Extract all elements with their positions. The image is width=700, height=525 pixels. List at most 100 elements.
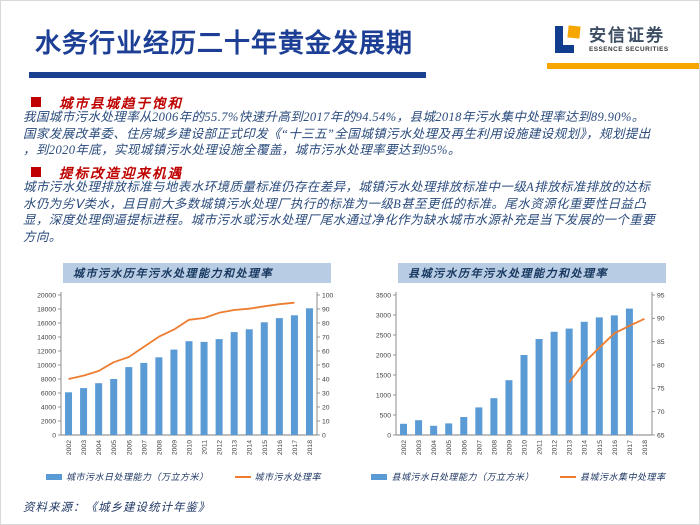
x-axis-label: 2004 bbox=[431, 440, 438, 455]
essence-securities-logo-icon bbox=[555, 25, 581, 53]
left-axis-label: 1000 bbox=[376, 392, 391, 399]
city-chart-legend: 城市污水日处理能力（万立方米） 城市污水处理率 bbox=[21, 470, 346, 483]
right-axis-label: 60 bbox=[322, 348, 330, 355]
bar bbox=[505, 380, 513, 435]
bar bbox=[125, 367, 133, 435]
trend-line bbox=[68, 301, 295, 380]
x-axis-label: 2018 bbox=[642, 440, 649, 455]
right-axis-label: 50 bbox=[322, 362, 330, 369]
left-axis-label: 12000 bbox=[37, 348, 56, 355]
x-axis-label: 2012 bbox=[217, 440, 224, 455]
left-axis-label: 500 bbox=[380, 412, 392, 419]
bar bbox=[625, 308, 633, 435]
bar bbox=[400, 423, 408, 435]
county-chart-plot: 0 500 1000 1500 2000 2500 3000 3500 65 70 75 80 85 90… bbox=[376, 292, 665, 455]
bar bbox=[215, 339, 223, 435]
left-axis-label: 8000 bbox=[41, 376, 56, 383]
left-axis-label: 2500 bbox=[376, 332, 391, 339]
x-axis-label: 2015 bbox=[262, 440, 269, 455]
right-axis-label: 80 bbox=[322, 320, 330, 327]
bar bbox=[610, 315, 618, 435]
legend-bar-swatch-icon bbox=[371, 473, 388, 480]
company-logo: 安信证券 ESSENCE SECURITIES bbox=[553, 25, 669, 55]
logo-underline-bar bbox=[547, 63, 699, 69]
city-chart-panel: 城市污水历年污水处理能力和处理率 0 2000 4000 6000 8000 10000 1… bbox=[21, 263, 346, 483]
logo-text: 安信证券 ESSENCE SECURITIES bbox=[589, 27, 669, 53]
right-axis-label: 70 bbox=[657, 409, 665, 416]
left-axis-label: 1500 bbox=[376, 372, 391, 379]
section-heading-2: 提标改造迎来机遇 bbox=[59, 166, 183, 181]
bar bbox=[170, 349, 178, 435]
legend-label: 县城污水集中处理率 bbox=[580, 472, 666, 482]
legend-line-swatch-icon bbox=[560, 475, 576, 478]
x-axis-label: 2004 bbox=[96, 440, 103, 455]
trend-line bbox=[568, 317, 645, 383]
bar bbox=[460, 417, 468, 435]
bar bbox=[80, 388, 88, 435]
city-chart-title: 城市污水历年污水处理能力和处理率 bbox=[63, 263, 331, 283]
x-axis-label: 2011 bbox=[537, 440, 544, 455]
left-axis-label: 4000 bbox=[41, 404, 56, 411]
bar bbox=[415, 420, 423, 435]
x-axis-label: 2016 bbox=[612, 440, 619, 455]
right-axis-label: 20 bbox=[322, 404, 330, 411]
bar bbox=[580, 321, 588, 435]
legend-label: 城市污水日处理能力（万立方米） bbox=[65, 472, 209, 482]
bar bbox=[185, 341, 193, 435]
right-axis-label: 10 bbox=[322, 418, 330, 425]
left-axis-label: 20000 bbox=[37, 292, 56, 299]
right-axis-label: 65 bbox=[657, 432, 665, 439]
x-axis-label: 2008 bbox=[156, 440, 163, 455]
legend-item: 城市污水日处理能力（万立方米） bbox=[45, 470, 209, 483]
x-axis-label: 2003 bbox=[416, 440, 423, 455]
right-axis-label: 90 bbox=[657, 316, 665, 323]
left-axis-label: 3000 bbox=[376, 312, 391, 319]
right-axis-label: 85 bbox=[657, 339, 665, 346]
x-axis-label: 2014 bbox=[247, 440, 254, 455]
data-source-note: 资料来源：《城乡建设统计年鉴》 bbox=[23, 502, 211, 514]
x-axis-label: 2009 bbox=[171, 440, 178, 455]
bar bbox=[550, 331, 558, 435]
bar bbox=[445, 423, 453, 435]
x-axis-label: 2013 bbox=[567, 440, 574, 455]
bar bbox=[595, 317, 603, 435]
right-axis-label: 90 bbox=[322, 306, 330, 313]
bar bbox=[535, 339, 543, 435]
x-axis-label: 2018 bbox=[307, 440, 314, 455]
bar bbox=[110, 379, 118, 435]
right-axis-label: 95 bbox=[657, 292, 665, 299]
x-axis-label: 2017 bbox=[292, 440, 299, 455]
x-axis-label: 2010 bbox=[187, 440, 194, 455]
right-axis-label: 100 bbox=[322, 292, 334, 299]
bar bbox=[475, 407, 483, 435]
x-axis-label: 2007 bbox=[141, 440, 148, 455]
left-axis-label: 16000 bbox=[37, 320, 56, 327]
left-axis-label: 10000 bbox=[37, 362, 56, 369]
county-chart-legend: 县城污水日处理能力（万立方米） 县城污水集中处理率 bbox=[356, 470, 681, 483]
legend-label: 县城污水日处理能力（万立方米） bbox=[391, 472, 534, 482]
right-axis-label: 30 bbox=[322, 390, 330, 397]
x-axis-label: 2015 bbox=[597, 440, 604, 455]
bar bbox=[520, 355, 528, 435]
x-axis-label: 2005 bbox=[446, 440, 453, 455]
left-axis-label: 2000 bbox=[376, 352, 391, 359]
section-body-2: 城市污水处理排放标准与地表水环境质量标准仍存在差异，城镇污水处理排放标准中一级A… bbox=[23, 180, 656, 244]
bar bbox=[290, 315, 298, 435]
page-title: 水务行业经历二十年黄金发展期 bbox=[35, 28, 414, 58]
left-axis-label: 18000 bbox=[37, 306, 56, 313]
legend-bar-swatch-icon bbox=[45, 473, 62, 480]
x-axis-label: 2008 bbox=[491, 440, 498, 455]
x-axis-label: 2003 bbox=[81, 440, 88, 455]
x-axis-label: 2017 bbox=[627, 440, 634, 455]
right-axis-label: 75 bbox=[657, 386, 665, 393]
legend-line-swatch-icon bbox=[234, 475, 251, 478]
right-axis-label: 80 bbox=[657, 362, 665, 369]
left-axis-label: 3500 bbox=[376, 292, 391, 299]
left-axis-label: 14000 bbox=[37, 334, 56, 341]
legend-item: 县城污水集中处理率 bbox=[560, 470, 666, 483]
section-heading-1: 城市县城趋于饱和 bbox=[59, 96, 183, 111]
bar bbox=[490, 398, 498, 435]
bar bbox=[245, 329, 253, 435]
x-axis-label: 2002 bbox=[401, 440, 408, 455]
